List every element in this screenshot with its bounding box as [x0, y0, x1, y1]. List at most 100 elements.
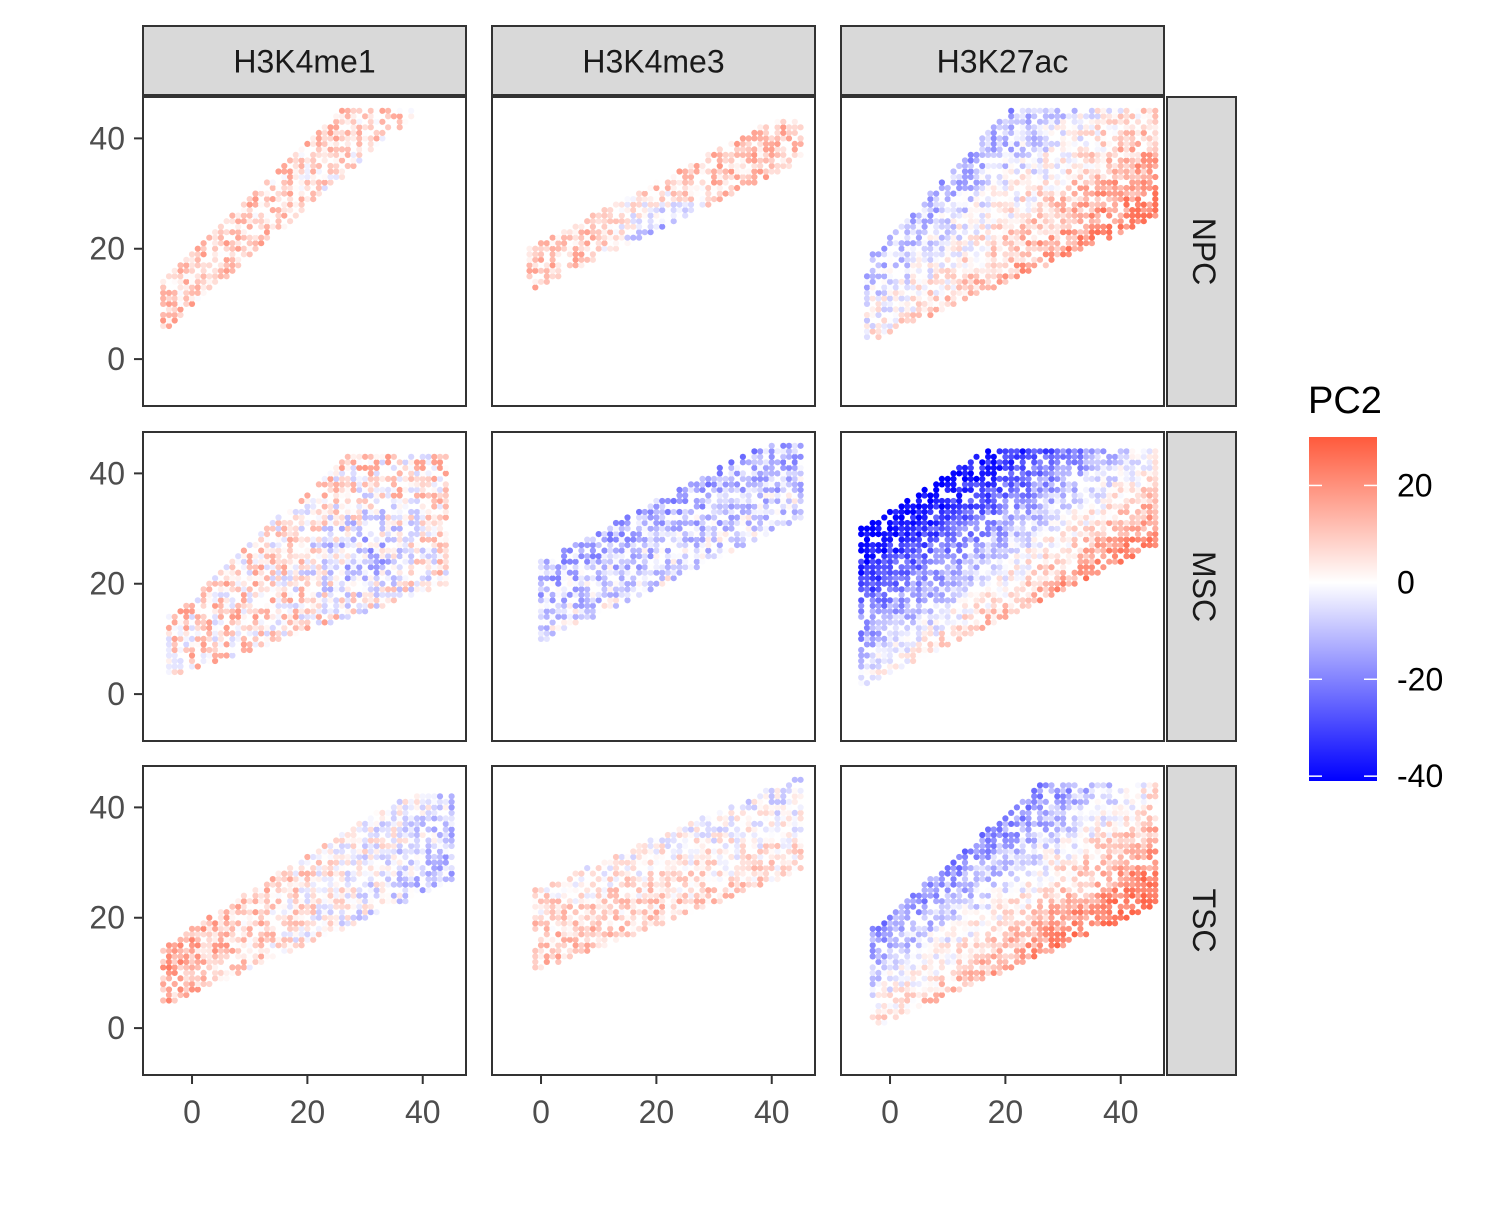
data-point [1123, 547, 1130, 554]
data-point [333, 859, 340, 866]
data-point [950, 503, 957, 510]
data-point [1008, 256, 1015, 263]
data-point [979, 503, 986, 510]
data-point [915, 591, 923, 598]
data-point [898, 508, 905, 516]
data-point [956, 508, 963, 516]
data-point [408, 470, 415, 477]
data-point [281, 947, 288, 954]
data-point [338, 492, 346, 499]
data-point [200, 278, 207, 285]
data-point [1054, 453, 1061, 460]
data-point [408, 881, 415, 888]
data-point [333, 157, 340, 164]
data-point [402, 575, 409, 582]
data-point [436, 525, 444, 532]
data-point [402, 475, 409, 482]
data-point [921, 630, 928, 637]
data-point [664, 575, 672, 582]
data-point [996, 162, 1003, 170]
data-point [1088, 547, 1095, 554]
data-point [321, 564, 328, 571]
data-point [269, 207, 276, 214]
panel [840, 96, 1165, 407]
data-point [1002, 464, 1009, 471]
data-point [532, 262, 539, 269]
data-point [269, 569, 276, 576]
data-point [875, 519, 882, 527]
data-point [886, 580, 894, 587]
data-point [990, 608, 997, 615]
data-point [1094, 229, 1101, 236]
data-point [647, 569, 654, 576]
data-point [344, 519, 351, 527]
data-point [344, 887, 351, 894]
data-point [287, 508, 294, 516]
data-point [612, 553, 620, 560]
data-point [200, 635, 207, 643]
data-point [165, 986, 173, 993]
data-point [425, 453, 432, 460]
data-point [298, 168, 305, 175]
data-point [1060, 492, 1067, 499]
data-point [561, 234, 568, 241]
data-point [1077, 503, 1084, 510]
data-point [1077, 464, 1084, 471]
data-point [1013, 234, 1021, 241]
data-point [206, 284, 213, 291]
data-point [165, 668, 173, 676]
data-point [933, 553, 940, 560]
data-point [419, 531, 426, 538]
data-point [396, 898, 403, 905]
data-point [1129, 146, 1136, 153]
data-point [177, 635, 184, 643]
data-point [183, 624, 190, 632]
data-point [693, 514, 700, 521]
data-point [739, 146, 747, 153]
points [863, 107, 1159, 341]
data-point [722, 508, 729, 516]
data-point [396, 486, 403, 493]
data-point [687, 508, 695, 516]
data-point [333, 613, 340, 620]
data-point [572, 619, 579, 626]
data-point [194, 986, 201, 993]
data-point [612, 212, 620, 219]
data-point [402, 837, 409, 844]
data-point [1048, 201, 1055, 208]
data-point [526, 256, 533, 263]
data-point [1025, 497, 1032, 505]
panel [491, 431, 816, 742]
data-point [927, 519, 934, 527]
data-point [344, 492, 351, 499]
data-point [183, 980, 190, 988]
data-point [904, 223, 911, 230]
data-point [1134, 157, 1142, 164]
data-point [1042, 113, 1049, 120]
data-point [165, 295, 173, 302]
data-point [281, 207, 288, 214]
data-point [1065, 553, 1072, 560]
data-point [327, 903, 334, 910]
data-point [1083, 223, 1090, 230]
data-point [304, 157, 311, 164]
data-point [408, 564, 415, 571]
data-point [338, 113, 346, 120]
data-point [944, 575, 951, 582]
data-point [985, 251, 992, 258]
data-point [310, 157, 317, 164]
data-point [898, 300, 905, 307]
data-point [390, 486, 397, 493]
data-point [933, 190, 940, 197]
data-point [659, 519, 666, 527]
data-point [973, 284, 980, 291]
data-point [367, 903, 374, 910]
data-point [292, 619, 299, 626]
data-point [235, 586, 242, 593]
data-point [252, 234, 259, 241]
data-point [904, 586, 911, 593]
data-point [350, 124, 357, 131]
data-point [1106, 129, 1113, 136]
data-point [344, 107, 351, 114]
